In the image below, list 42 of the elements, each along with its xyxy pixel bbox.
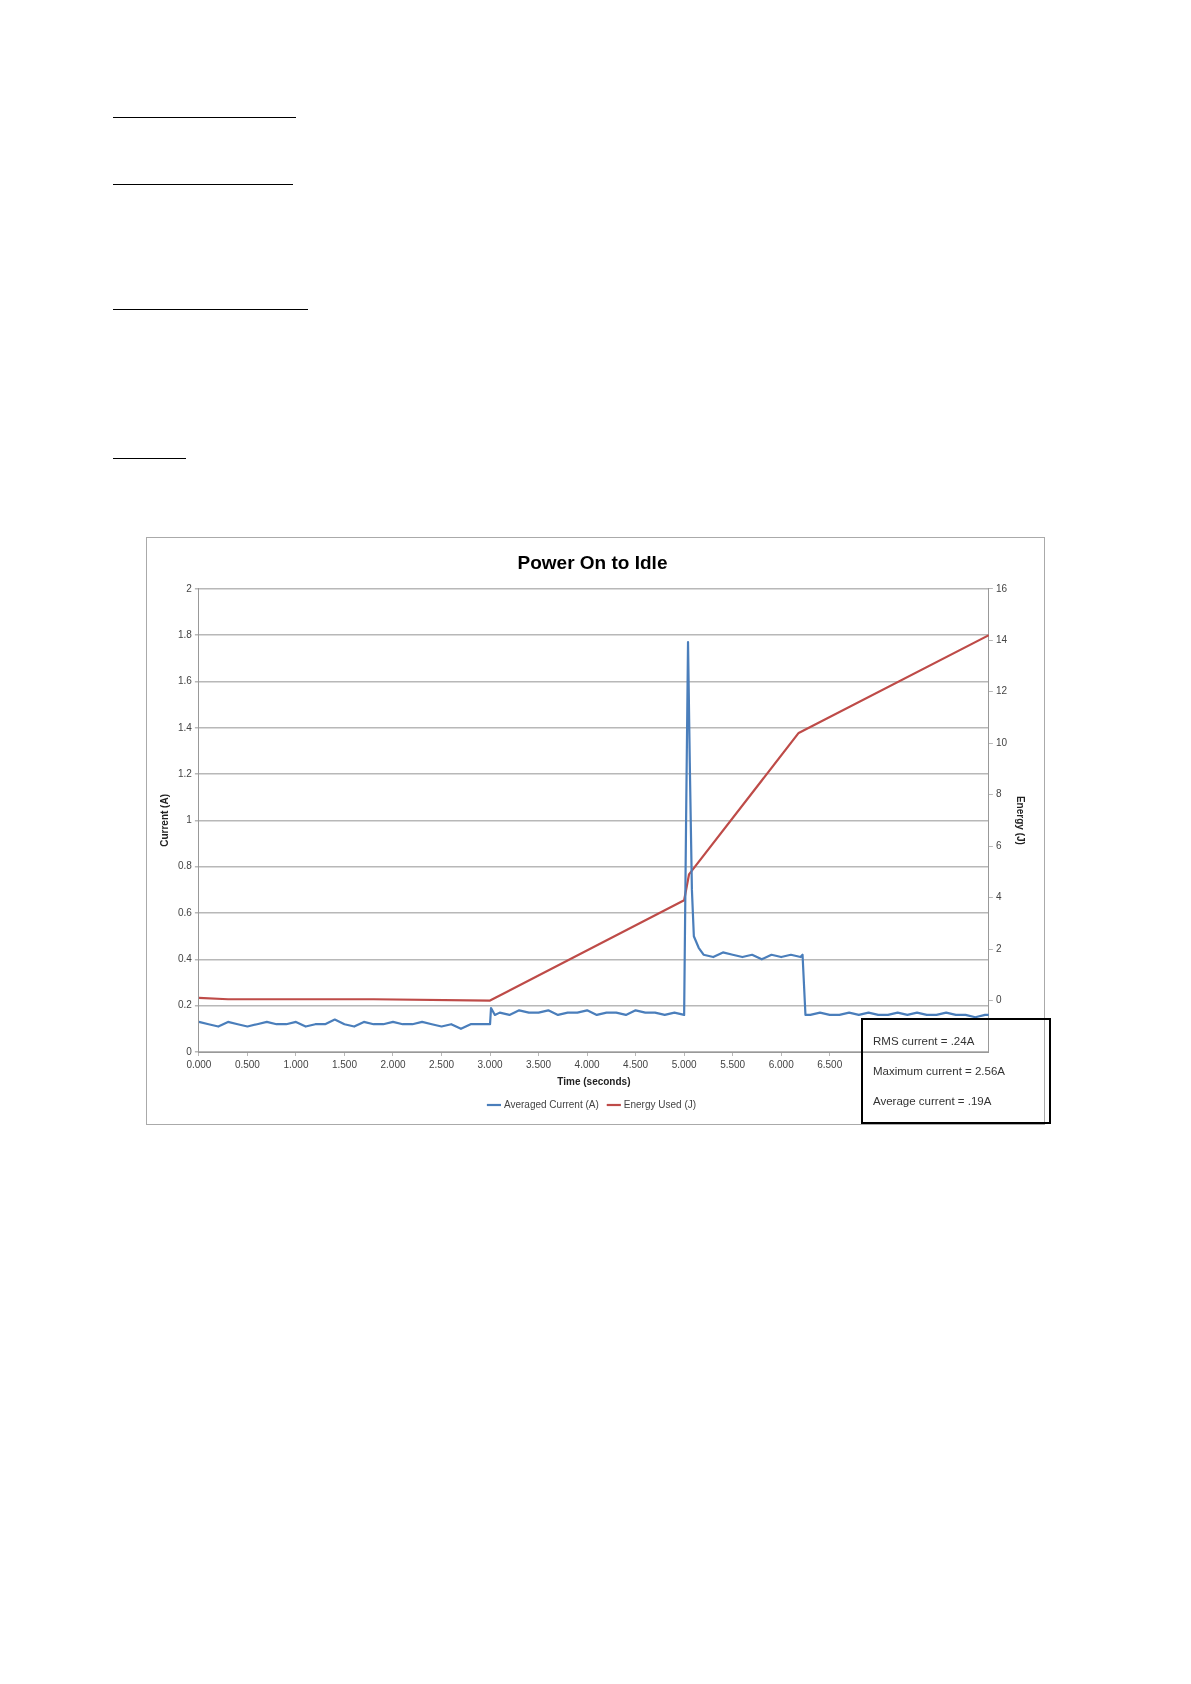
y-tick-label: 1: [186, 814, 193, 826]
x-tick-label: 4.000: [574, 1058, 601, 1070]
x-tick-label: 3.500: [526, 1058, 552, 1070]
legend-label: Energy Used (J): [623, 1098, 697, 1110]
y-tick-label: 0.2: [178, 999, 193, 1011]
y-axis-title: Current (A): [158, 794, 170, 847]
x-tick-label: 2.000: [380, 1058, 406, 1070]
y2-tick-label: 14: [995, 634, 1008, 646]
chart-title: Power On to Idle: [517, 551, 668, 573]
x-tick-label: 2.500: [429, 1058, 455, 1070]
y2-tick-label: 0: [995, 994, 1002, 1006]
x-tick-label: 0.000: [186, 1058, 212, 1070]
text-box: RMS current = .24A Maximum current = 2.56A Average current = .19A: [861, 1018, 1051, 1124]
x-axis-title: Time (seconds): [557, 1075, 631, 1087]
x-tick-label: 1.000: [283, 1058, 309, 1070]
y2-tick-label: 8: [995, 788, 1002, 800]
x-tick-label: 5.500: [720, 1058, 746, 1070]
y2-tick-label: 16: [995, 582, 1008, 594]
y-tick-label: 1.6: [178, 675, 193, 687]
x-tick-label: 5.000: [671, 1058, 698, 1070]
x-tick-label: 0.500: [234, 1058, 261, 1070]
y-tick-label: 0.6: [178, 906, 193, 918]
x-tick-label: 6.500: [817, 1058, 843, 1070]
y-tick-label: 2: [186, 582, 193, 594]
y2-tick-label: 6: [995, 839, 1002, 851]
y-tick-label: 0.8: [178, 860, 193, 872]
y2-tick-label: 10: [995, 736, 1008, 748]
y-tick-label: 0: [186, 1045, 193, 1057]
y2-tick-label: 12: [995, 685, 1008, 697]
x-tick-label: 4.500: [623, 1058, 649, 1070]
y-tick-label: 1.8: [178, 628, 193, 640]
x-tick-label: 1.500: [331, 1058, 358, 1070]
y2-tick-label: 4: [995, 891, 1002, 903]
y2-tick-label: 2: [995, 942, 1002, 954]
y2-axis-title: Energy (J): [1015, 795, 1027, 845]
y-tick-label: 0.4: [178, 953, 193, 965]
x-tick-label: 3.000: [477, 1058, 503, 1070]
annotation: RMS current = .24A: [873, 1034, 976, 1049]
legend-label: Averaged Current (A): [503, 1098, 599, 1110]
x-tick-label: 6.000: [768, 1058, 795, 1070]
y-tick-label: 1.4: [178, 721, 193, 733]
y-tick-label: 1.2: [178, 767, 193, 779]
